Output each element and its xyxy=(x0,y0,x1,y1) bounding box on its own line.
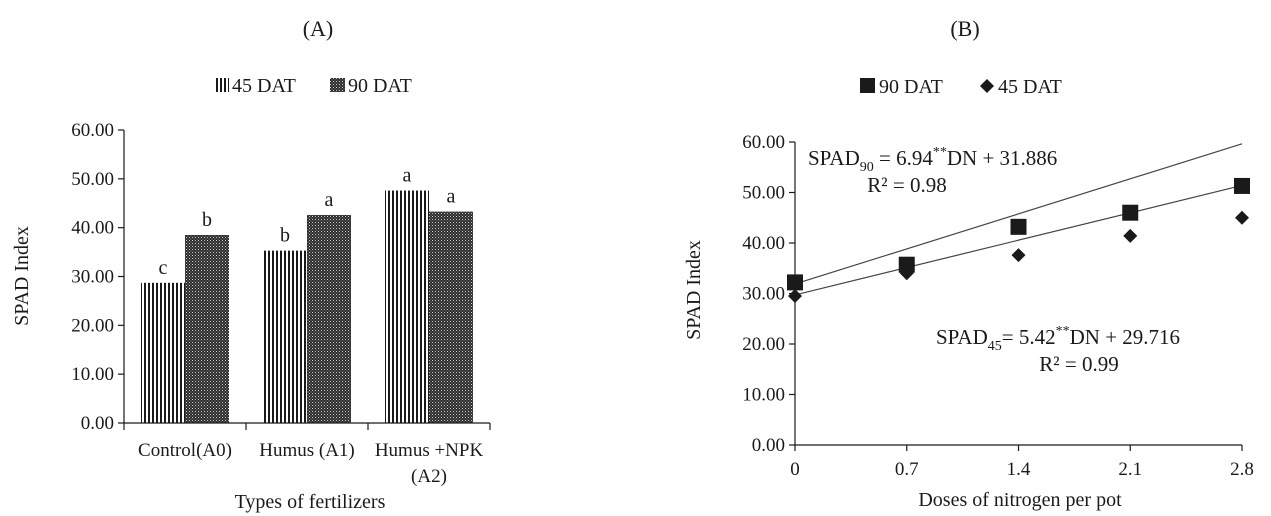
r2-45dat: R² = 0.99 xyxy=(1039,352,1118,376)
panel-b-trendlines xyxy=(794,143,1243,296)
equation-45dat: SPAD45= 5.42**DN + 29.716 xyxy=(936,324,1180,354)
legend-square-icon xyxy=(860,78,875,93)
panel-a-y-tick-label: 60.00 xyxy=(71,120,114,141)
significance-letter: b xyxy=(280,225,290,247)
panel-a-y-axis-label: SPAD Index xyxy=(11,226,33,326)
panel-b-x-tick-label: 0.7 xyxy=(895,459,919,480)
legend-label-90dat-b: 90 DAT xyxy=(879,76,943,98)
legend-swatch-45dat-a xyxy=(214,78,229,92)
r2-90dat: R² = 0.98 xyxy=(867,173,946,197)
panel-a-category-label: Control(A0) xyxy=(138,440,232,461)
point-90dat-2 xyxy=(1010,218,1027,235)
panel-b-points xyxy=(787,177,1250,304)
panel-b-label: (B) xyxy=(950,16,979,41)
panel-b-x-tick-label: 0 xyxy=(790,459,800,480)
legend-label-45dat-a: 45 DAT xyxy=(232,75,296,97)
significance-letter: b xyxy=(202,209,212,231)
equation-90dat: SPAD90 = 6.94**DN + 31.886 xyxy=(808,145,1057,175)
panel-b-y-tick-label: 10.00 xyxy=(742,385,785,406)
panel-a-x-axis-label: Types of fertilizers xyxy=(235,491,386,513)
trendline-90dat xyxy=(794,143,1243,285)
point-45dat-3 xyxy=(1123,228,1138,243)
panel-a-y-tick-label: 50.00 xyxy=(71,169,114,190)
legend-diamond-icon xyxy=(980,79,994,93)
panel-b-x-axis-label: Doses of nitrogen per pot xyxy=(918,489,1122,511)
panel-b-y-tick-label: 0.00 xyxy=(752,435,785,456)
panel-b-x-ticks: 0 0.7 1.4 2.1 2.8 xyxy=(790,445,1254,480)
legend-label-90dat-a: 90 DAT xyxy=(348,75,412,97)
significance-letter: a xyxy=(447,186,456,208)
panel-a-x-ticks: Control(A0) Humus (A1) Humus +NPK (A2) xyxy=(123,423,491,487)
panel-a-y-tick-label: 10.00 xyxy=(71,364,114,385)
panel-a-significance-letters: c b b a a a xyxy=(159,165,456,279)
panel-b-y-ticks: 0.00 10.00 20.00 30.00 40.00 50.00 60.00 xyxy=(742,132,795,456)
legend-swatch-90dat-a xyxy=(330,78,345,92)
point-90dat-1 xyxy=(898,256,915,273)
panel-a-y-ticks: 0.00 10.00 20.00 30.00 40.00 50.00 60.00 xyxy=(71,120,124,434)
panel-a-y-tick-label: 30.00 xyxy=(71,267,114,288)
bar-45dat-2 xyxy=(385,190,429,423)
panel-b-y-axis-label: SPAD Index xyxy=(683,240,705,340)
panel-b-y-tick-label: 20.00 xyxy=(742,334,785,355)
bar-90dat-0 xyxy=(185,234,229,423)
panel-a-category-label: Humus +NPK xyxy=(375,440,484,461)
panel-a-category-label: (A2) xyxy=(411,466,447,487)
panel-a-legend: 45 DAT 90 DAT xyxy=(214,75,412,97)
bar-90dat-2 xyxy=(429,211,473,423)
panel-a-label: (A) xyxy=(303,16,334,41)
bar-90dat-1 xyxy=(307,214,351,423)
panel-b-y-tick-label: 30.00 xyxy=(742,284,785,305)
panel-b-legend: 90 DAT 45 DAT xyxy=(860,76,1062,98)
point-45dat-4 xyxy=(1235,210,1249,225)
panel-b-x-tick-label: 1.4 xyxy=(1007,459,1031,480)
significance-letter: c xyxy=(159,257,168,279)
point-90dat-0 xyxy=(787,274,803,291)
panel-a-y-tick-label: 20.00 xyxy=(71,315,114,336)
point-90dat-4 xyxy=(1234,177,1250,194)
point-45dat-0 xyxy=(788,289,802,304)
panel-b-y-tick-label: 50.00 xyxy=(742,183,785,204)
panel-a-y-tick-label: 0.00 xyxy=(81,413,114,434)
panel-b-y-tick-label: 40.00 xyxy=(742,233,785,254)
significance-letter: a xyxy=(325,189,334,211)
bar-45dat-1 xyxy=(263,250,307,423)
panel-a-category-label: Humus (A1) xyxy=(259,440,355,461)
panel-a-bars xyxy=(141,190,473,423)
panel-a-y-tick-label: 40.00 xyxy=(71,218,114,239)
point-45dat-1 xyxy=(899,266,914,281)
point-90dat-3 xyxy=(1122,204,1139,221)
panel-b: (B) 90 DAT 45 DAT 0.00 10.00 20.00 30.00 40.… xyxy=(683,16,1254,511)
significance-letter: a xyxy=(403,165,412,187)
panel-b-x-tick-label: 2.1 xyxy=(1118,459,1142,480)
bar-45dat-0 xyxy=(141,282,185,423)
trendline-45dat xyxy=(794,184,1243,296)
panel-a: (A) 45 DAT 90 DAT 0.00 10.00 20.00 30.00 40.… xyxy=(11,16,491,513)
panel-b-x-tick-label: 2.8 xyxy=(1230,459,1254,480)
point-45dat-2 xyxy=(1011,248,1026,263)
legend-label-45dat-b: 45 DAT xyxy=(998,76,1062,98)
panel-b-y-tick-label: 60.00 xyxy=(742,132,785,153)
